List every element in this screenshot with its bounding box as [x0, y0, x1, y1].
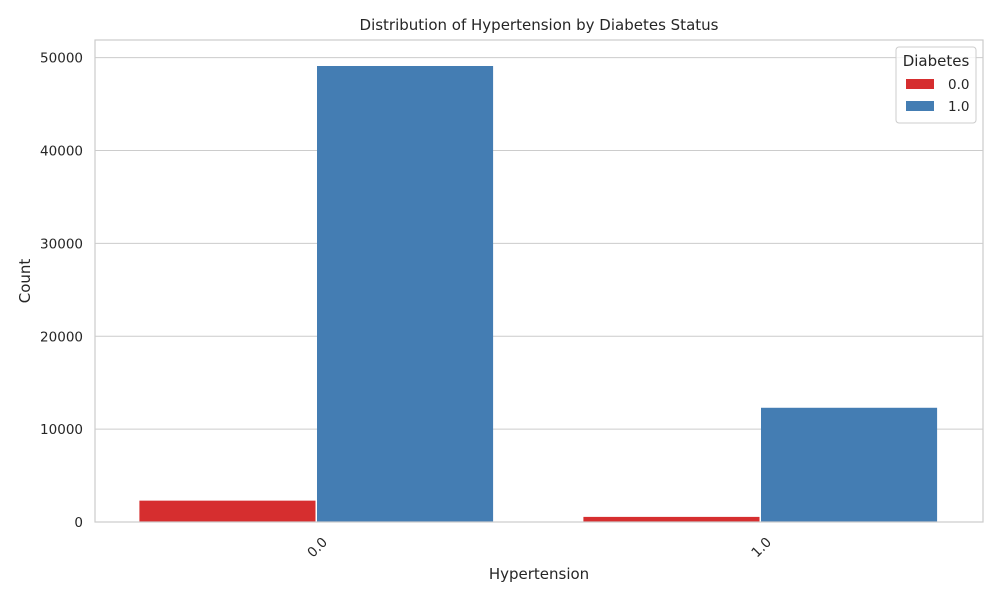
chart-title: Distribution of Hypertension by Diabetes…: [360, 16, 719, 34]
x-tick-label: 0.0: [304, 534, 331, 561]
y-tick-label: 40000: [40, 144, 83, 160]
y-tick-label: 0: [74, 515, 83, 531]
x-axis-ticks: 0.0 1.0: [304, 534, 775, 561]
legend: Diabetes 0.0 1.0: [895, 46, 977, 124]
legend-swatch: [906, 101, 934, 111]
bars: [139, 66, 938, 523]
legend-title: Diabetes: [903, 52, 970, 70]
y-tick-label: 20000: [40, 329, 83, 345]
y-tick-label: 10000: [40, 422, 83, 438]
x-axis-label: Hypertension: [489, 565, 589, 583]
legend-label: 0.0: [948, 77, 969, 93]
y-axis-ticks: 0 10000 20000 30000 40000 50000: [40, 51, 83, 531]
legend-label: 1.0: [948, 99, 969, 115]
bar: [139, 500, 316, 522]
bar: [583, 516, 760, 522]
bar: [317, 66, 494, 523]
y-tick-label: 50000: [40, 51, 83, 67]
y-tick-label: 30000: [40, 236, 83, 252]
bar: [761, 407, 938, 522]
legend-swatch: [906, 79, 934, 89]
y-axis-label: Count: [16, 259, 34, 304]
x-tick-label: 1.0: [748, 534, 775, 561]
plot-frame: [94, 39, 984, 523]
